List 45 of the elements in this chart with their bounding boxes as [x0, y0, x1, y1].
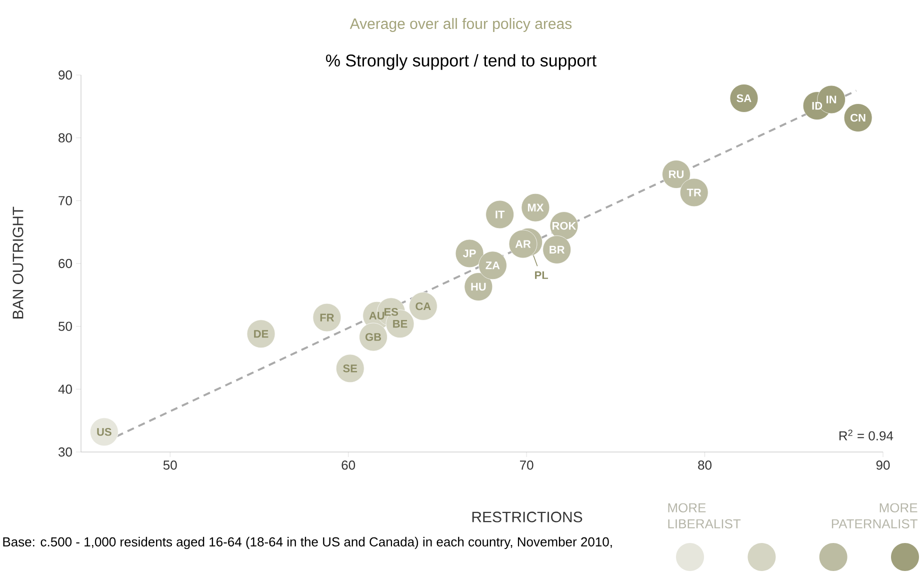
text: MORE PATERNALIST — [832, 503, 918, 528]
data-label: AU — [369, 312, 384, 320]
y-tick-label: 50 — [58, 322, 72, 331]
data-label: IN — [826, 96, 836, 104]
y-axis-title: BAN OUTRIGHT — [12, 206, 24, 318]
data-label: GB — [365, 333, 382, 341]
y-tick-label: 90 — [58, 70, 72, 80]
data-label: BR — [550, 246, 565, 254]
data-label: ES — [384, 308, 398, 316]
x-tick-label: 60 — [342, 460, 356, 470]
data-label: ZA — [486, 262, 500, 270]
data-label: AR — [515, 240, 531, 248]
chart-subtitle: Average over all four policy areas — [350, 18, 572, 32]
text: MORE LIBERALIST — [668, 503, 741, 528]
data-label: MX — [528, 204, 544, 212]
data-label: TR — [686, 188, 702, 196]
x-axis-title: RESTRICTIONS — [472, 512, 582, 522]
x-tick-label: 50 — [163, 460, 177, 470]
point — [486, 200, 514, 229]
y-tick-label: 40 — [58, 384, 72, 394]
annotation: R$^{2}$ = 0.94 — [839, 430, 894, 440]
data-label: CA — [416, 302, 431, 310]
data-label: CN — [850, 114, 866, 122]
data-label: RU — [669, 170, 684, 178]
text: Base: c.500 - 1,000 residents aged 16-64 (18-64 in the US and Canada) in each country, November 2010, — [3, 536, 612, 550]
data-label: DE — [254, 330, 268, 338]
x-tick-label: 70 — [520, 460, 534, 470]
data-label: ROK — [552, 222, 576, 230]
data-label: IT — [496, 210, 505, 218]
y-tick-label: 70 — [58, 196, 72, 206]
chart-title: % Strongly support / tend to support — [326, 54, 596, 70]
y-tick-label: 80 — [58, 133, 72, 142]
data-label: HU — [471, 282, 486, 291]
data-label: JP — [462, 250, 476, 258]
y-tick-label: 30 — [58, 447, 72, 457]
data-label: FR — [320, 314, 334, 322]
x-tick-label: 90 — [876, 460, 890, 470]
data-label: BE — [393, 320, 408, 328]
y-tick-label: 60 — [58, 258, 72, 268]
data-label: SE — [343, 364, 358, 372]
x-tick-label: 80 — [698, 460, 712, 470]
data-label: ID — [812, 102, 822, 110]
annotation: PL — [535, 271, 548, 279]
data-label: US — [97, 428, 112, 436]
data-label: SA — [736, 94, 752, 102]
